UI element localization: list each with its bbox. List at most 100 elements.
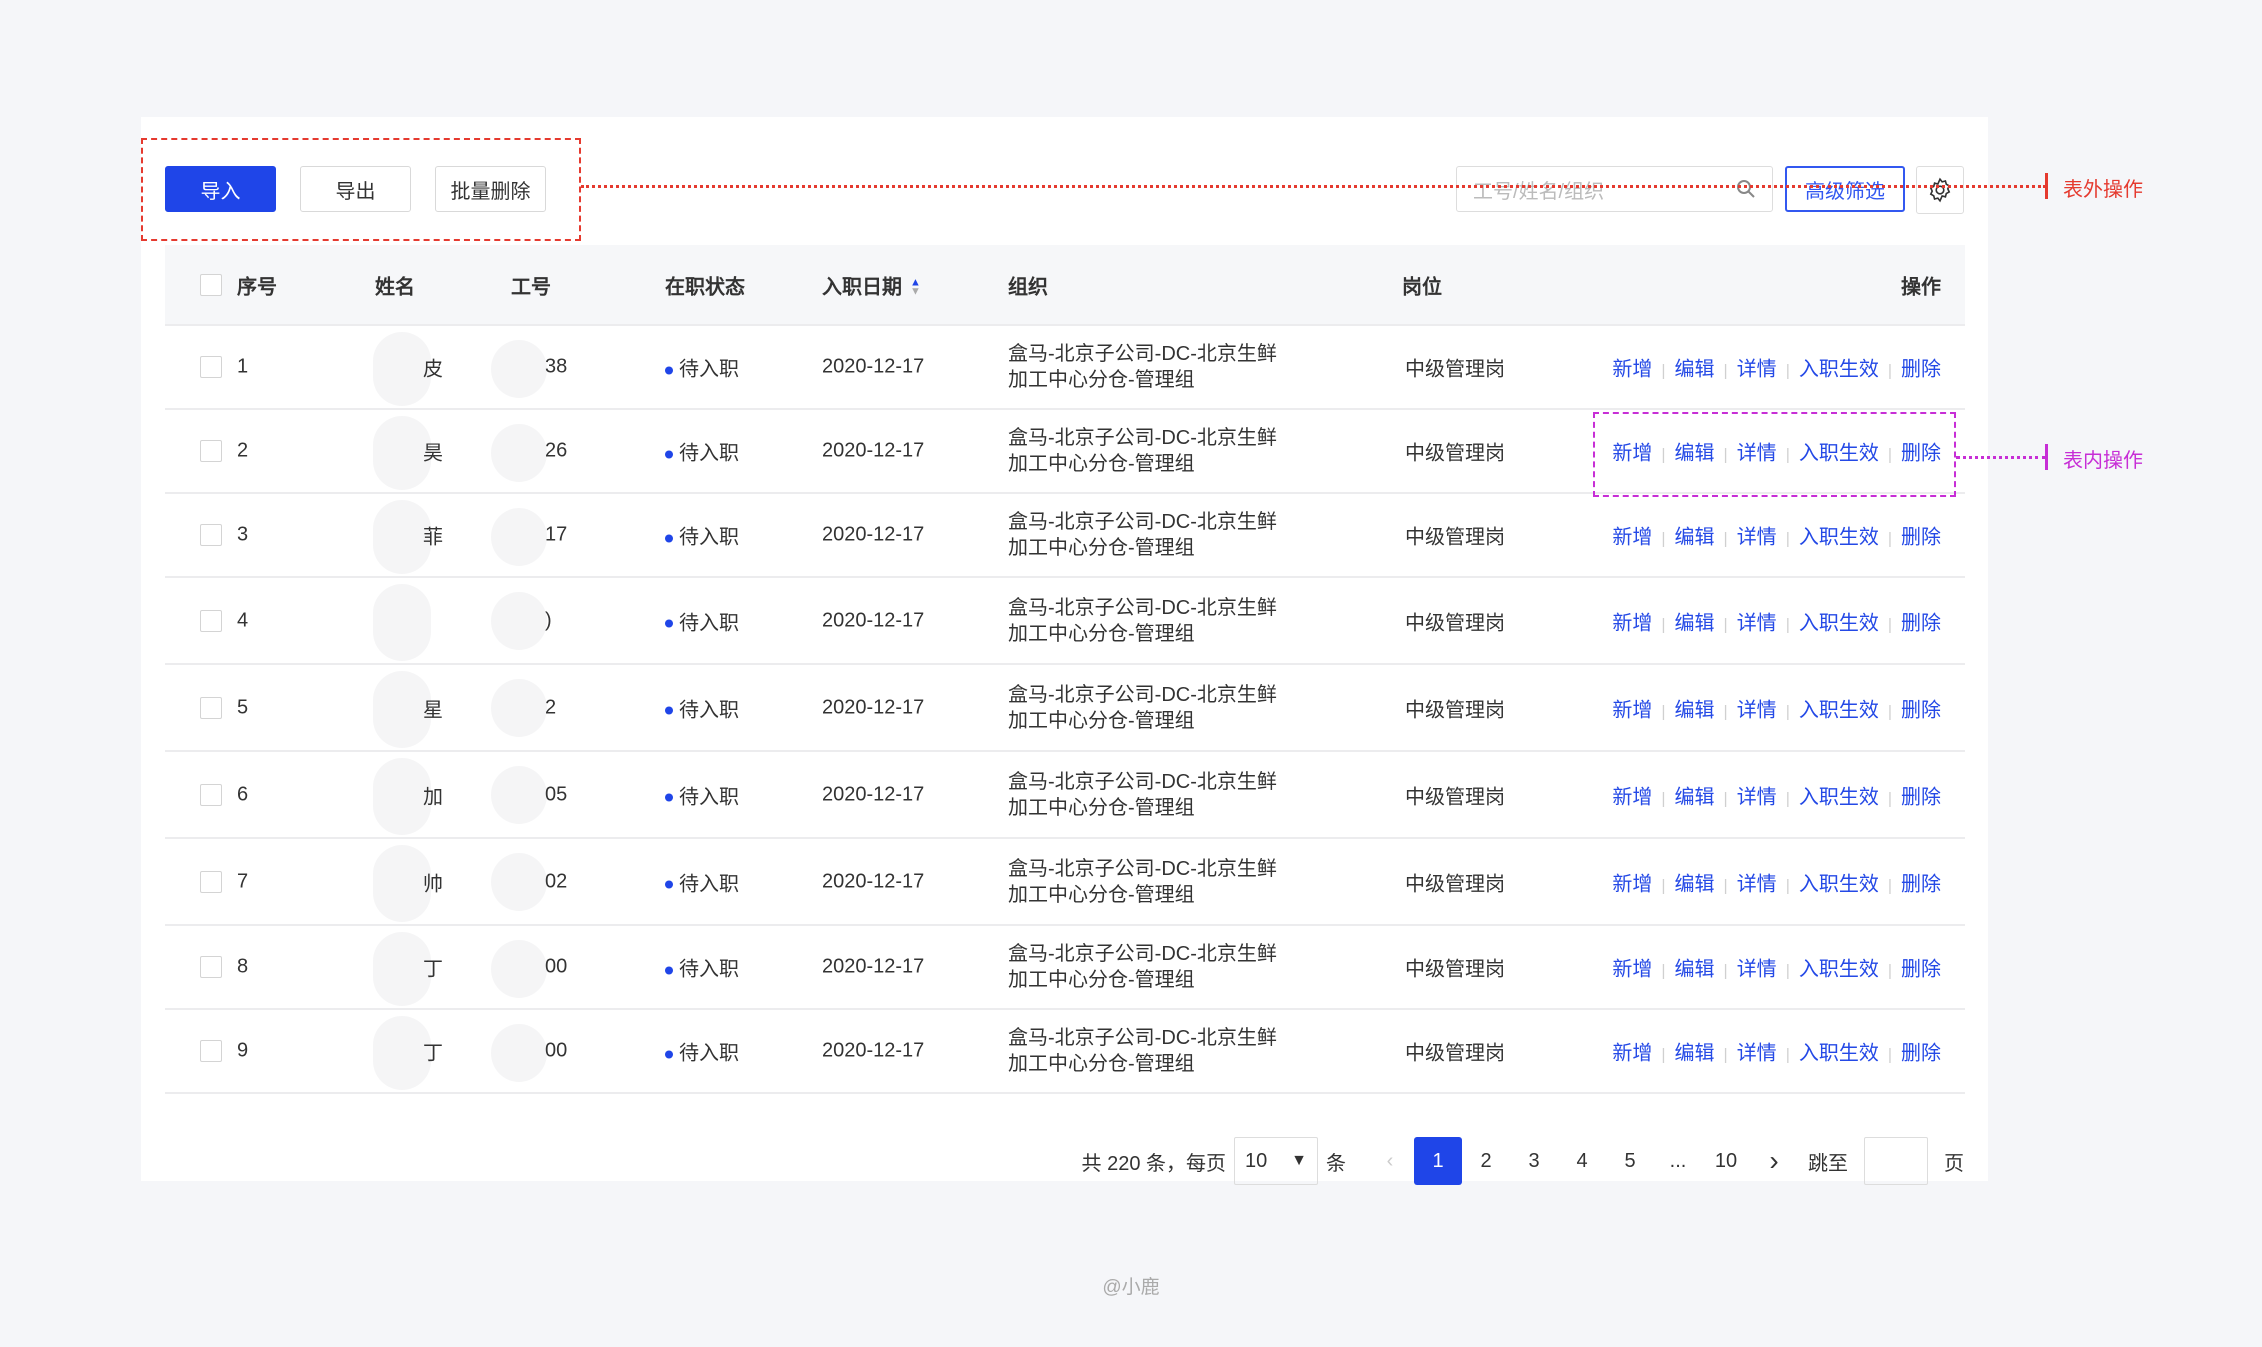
row-actions: 新增 | 编辑 | 详情 | 入职生效 | 删除 <box>1612 693 1941 722</box>
import-button[interactable]: 导入 <box>165 166 276 212</box>
action-separator: | <box>1661 530 1666 548</box>
action-add-link[interactable]: 新增 <box>1612 612 1653 634</box>
action-edit-link[interactable]: 编辑 <box>1674 1042 1715 1065</box>
jump-page-input[interactable] <box>1864 1137 1928 1185</box>
action-delete-link[interactable]: 删除 <box>1901 1042 1941 1065</box>
batch-delete-button[interactable]: 批量删除 <box>435 166 546 212</box>
action-delete-link[interactable]: 删除 <box>1901 873 1941 895</box>
action-delete-link[interactable]: 删除 <box>1901 442 1941 465</box>
action-separator: | <box>1661 877 1666 894</box>
row-name: 丁 <box>423 958 443 981</box>
row-checkbox[interactable] <box>200 783 222 806</box>
col-id: 工号 <box>511 276 551 298</box>
export-button[interactable]: 导出 <box>300 166 411 212</box>
name-redaction <box>373 845 431 922</box>
row-post: 中级管理岗 <box>1405 442 1505 465</box>
row-checkbox[interactable] <box>200 440 222 462</box>
action-delete-link[interactable]: 删除 <box>1901 958 1941 981</box>
action-delete-link[interactable]: 删除 <box>1901 358 1941 381</box>
action-activate-link[interactable]: 入职生效 <box>1798 958 1879 981</box>
page-10[interactable]: 10 <box>1714 1149 1738 1172</box>
action-activate-link[interactable]: 入职生效 <box>1798 786 1879 808</box>
action-edit-link[interactable]: 编辑 <box>1674 358 1715 381</box>
table-header: 序号 姓名 工号 在职状态 入职日期 ▲ ▼ 组织 岗位 操作 <box>165 245 1965 326</box>
action-delete-link[interactable]: 删除 <box>1901 526 1941 549</box>
row-checkbox[interactable] <box>200 524 222 546</box>
page-2[interactable]: 2 <box>1480 1149 1492 1172</box>
sort-icon[interactable]: ▲ ▼ <box>910 276 921 298</box>
action-edit-link[interactable]: 编辑 <box>1674 873 1715 895</box>
action-add-link[interactable]: 新增 <box>1612 873 1653 895</box>
page-ellipsis: ... <box>1669 1149 1687 1172</box>
action-activate-link[interactable]: 入职生效 <box>1798 699 1879 721</box>
action-detail-link[interactable]: 详情 <box>1736 958 1777 981</box>
action-activate-link[interactable]: 入职生效 <box>1798 873 1879 895</box>
action-add-link[interactable]: 新增 <box>1612 1042 1653 1065</box>
action-edit-link[interactable]: 编辑 <box>1674 786 1715 808</box>
settings-button[interactable] <box>1916 166 1964 214</box>
advanced-filter-button[interactable]: 高级筛选 <box>1785 166 1905 212</box>
action-separator: | <box>1723 962 1728 980</box>
org-line-2: 加工中心分仓-管理组 <box>1008 453 1195 475</box>
action-separator: | <box>1661 446 1666 464</box>
row-date: 2020-12-17 <box>822 523 925 546</box>
action-add-link[interactable]: 新增 <box>1612 699 1653 721</box>
action-activate-link[interactable]: 入职生效 <box>1798 1042 1879 1065</box>
action-add-link[interactable]: 新增 <box>1612 442 1653 465</box>
action-detail-link[interactable]: 详情 <box>1736 358 1777 381</box>
row-checkbox[interactable] <box>200 696 222 719</box>
page-3[interactable]: 3 <box>1528 1149 1540 1172</box>
page-1[interactable]: 1 <box>1414 1137 1462 1185</box>
id-redaction <box>491 853 547 911</box>
row-post: 中级管理岗 <box>1405 786 1505 808</box>
action-edit-link[interactable]: 编辑 <box>1674 442 1715 465</box>
row-checkbox[interactable] <box>200 1040 222 1062</box>
action-detail-link[interactable]: 详情 <box>1736 699 1777 721</box>
action-detail-link[interactable]: 详情 <box>1736 442 1777 465</box>
action-detail-link[interactable]: 详情 <box>1736 526 1777 549</box>
select-all-checkbox[interactable] <box>200 273 222 296</box>
action-delete-link[interactable]: 删除 <box>1901 699 1941 721</box>
action-detail-link[interactable]: 详情 <box>1736 873 1777 895</box>
search-icon[interactable] <box>1736 179 1756 199</box>
row-checkbox[interactable] <box>200 870 222 893</box>
row-index: 6 <box>237 783 249 805</box>
action-edit-link[interactable]: 编辑 <box>1674 526 1715 549</box>
page-size-select[interactable]: 10 ▼ <box>1234 1137 1318 1185</box>
name-redaction <box>373 416 431 490</box>
action-edit-link[interactable]: 编辑 <box>1674 699 1715 721</box>
row-status: 待入职 <box>665 867 739 896</box>
status-text: 待入职 <box>679 358 739 381</box>
action-delete-link[interactable]: 删除 <box>1901 612 1941 634</box>
action-activate-link[interactable]: 入职生效 <box>1798 612 1879 634</box>
action-detail-link[interactable]: 详情 <box>1736 612 1777 634</box>
action-add-link[interactable]: 新增 <box>1612 958 1653 981</box>
action-activate-link[interactable]: 入职生效 <box>1798 442 1879 465</box>
row-checkbox[interactable] <box>200 956 222 978</box>
row-actions: 新增 | 编辑 | 详情 | 入职生效 | 删除 <box>1612 780 1941 809</box>
action-delete-link[interactable]: 删除 <box>1901 786 1941 808</box>
table-row: 4 ) 待入职 2020-12-17 盒马-北京子公司-DC-北京生鲜 加工中心分… <box>165 578 1965 665</box>
action-add-link[interactable]: 新增 <box>1612 358 1653 381</box>
row-checkbox[interactable] <box>200 609 222 632</box>
row-index: 2 <box>237 439 249 462</box>
search-input[interactable]: 工号/姓名/组织 <box>1456 166 1773 212</box>
id-redaction <box>491 592 547 650</box>
page-4[interactable]: 4 <box>1576 1149 1588 1172</box>
action-detail-link[interactable]: 详情 <box>1736 1042 1777 1065</box>
action-edit-link[interactable]: 编辑 <box>1674 958 1715 981</box>
row-checkbox[interactable] <box>200 356 222 378</box>
action-add-link[interactable]: 新增 <box>1612 786 1653 808</box>
action-detail-link[interactable]: 详情 <box>1736 786 1777 808</box>
action-activate-link[interactable]: 入职生效 <box>1798 526 1879 549</box>
action-edit-link[interactable]: 编辑 <box>1674 612 1715 634</box>
page-5[interactable]: 5 <box>1624 1149 1636 1172</box>
prev-page-icon[interactable]: ‹ <box>1386 1149 1394 1172</box>
col-date[interactable]: 入职日期 ▲ ▼ <box>822 270 921 299</box>
footer-credit: @小鹿 <box>1102 1277 1160 1298</box>
next-page-icon[interactable]: › <box>1769 1145 1779 1176</box>
action-activate-link[interactable]: 入职生效 <box>1798 358 1879 381</box>
action-add-link[interactable]: 新增 <box>1612 526 1653 549</box>
name-redaction <box>373 332 431 406</box>
action-separator: | <box>1887 790 1892 807</box>
